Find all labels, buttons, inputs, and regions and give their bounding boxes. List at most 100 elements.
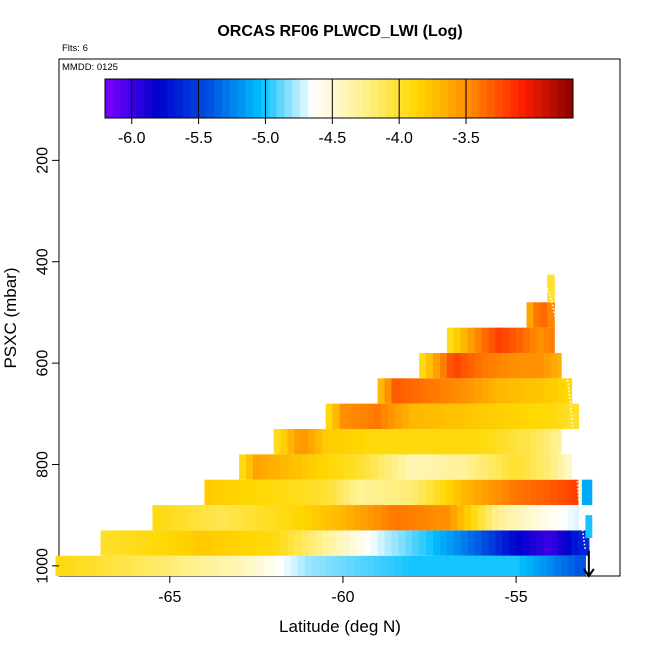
heatmap-cell <box>523 429 531 455</box>
heatmap-cell <box>187 505 195 531</box>
heatmap-cell <box>516 454 524 480</box>
heatmap-cell <box>142 530 150 556</box>
heatmap-cell <box>339 403 348 430</box>
heatmap-cell <box>214 555 223 576</box>
heatmap-cell <box>460 454 469 480</box>
heatmap-cell <box>239 479 247 506</box>
heatmap-cell <box>436 555 444 576</box>
heatmap-cell <box>342 454 351 480</box>
heatmap-cell <box>484 555 493 576</box>
colorbar-swatch <box>417 79 426 118</box>
heatmap-cell <box>488 378 496 404</box>
colorbar-swatch <box>385 79 395 118</box>
heatmap-cell <box>301 454 309 480</box>
heatmap-cell <box>426 352 434 379</box>
heatmap-cell <box>398 454 406 480</box>
heatmap-cell <box>439 479 448 506</box>
heatmap-cell <box>453 479 462 506</box>
heatmap-cell <box>436 403 444 430</box>
colorbar-swatch <box>331 79 340 118</box>
colorbar-swatch <box>300 79 309 118</box>
heatmap-cell <box>536 378 545 404</box>
heatmap-cell <box>443 505 451 531</box>
heatmap-cell <box>568 555 576 576</box>
heatmap-cell <box>315 454 323 480</box>
heatmap-cell <box>398 479 406 506</box>
heatmap-cell <box>207 555 216 576</box>
heatmap-cell <box>128 530 136 556</box>
date-note: MMDD: 0125 <box>62 62 118 73</box>
heatmap-cell <box>117 555 126 576</box>
heatmap-cell <box>543 352 552 379</box>
heatmap-cell <box>439 378 448 404</box>
heatmap-cell <box>519 505 528 531</box>
heatmap-cell <box>526 302 535 328</box>
heatmap-cell <box>529 327 538 353</box>
heatmap-cell <box>429 555 438 576</box>
heatmap-cell <box>405 479 413 506</box>
heatmap-cell <box>439 454 448 480</box>
heatmap-cell <box>478 505 486 531</box>
heatmap-cell <box>225 530 233 556</box>
heatmap-cell <box>550 530 559 556</box>
heatmap-cell <box>273 454 282 480</box>
heatmap-cell <box>152 505 161 531</box>
heatmap-cell <box>495 479 503 506</box>
heatmap-cell <box>349 530 358 556</box>
colorbar-swatch <box>237 79 246 118</box>
heatmap-cell <box>488 429 496 455</box>
heatmap-cell <box>363 429 372 455</box>
heatmap-cell <box>446 454 455 480</box>
heatmap-cell <box>453 530 462 556</box>
heatmap-cell <box>325 555 334 576</box>
heatmap-cell <box>110 555 119 576</box>
heatmap-cell <box>474 352 483 379</box>
heatmap-cell <box>349 479 358 506</box>
heatmap-cell <box>547 403 555 430</box>
colorbar-swatch <box>323 79 332 118</box>
heatmap-cell <box>460 429 469 455</box>
heatmap-cell <box>332 505 341 531</box>
heatmap-cell <box>287 530 296 556</box>
heatmap-cell <box>491 555 500 576</box>
heatmap-cell <box>526 505 535 531</box>
y-tick-label: 200 <box>35 147 52 174</box>
heatmap-cell <box>471 505 479 531</box>
heatmap-cell <box>162 530 171 556</box>
heatmap-cell <box>197 530 206 556</box>
heatmap-cell <box>436 505 444 531</box>
heatmap-cell <box>550 352 559 379</box>
heatmap-cell <box>391 429 399 455</box>
heatmap-cell <box>550 327 555 353</box>
heatmap-cell <box>356 454 365 480</box>
colorbar-swatch <box>229 79 239 118</box>
heatmap-cell <box>277 505 285 531</box>
heatmap-cell <box>554 403 562 430</box>
heatmap-cell <box>412 454 420 480</box>
heatmap-cell <box>516 378 524 404</box>
heatmap-cell <box>557 352 562 379</box>
heatmap-cell <box>474 454 483 480</box>
heatmap-cell <box>384 479 393 506</box>
heatmap-cell <box>419 454 427 480</box>
y-axis-label: PSXC (mbar) <box>1 267 20 368</box>
heatmap-cell <box>391 530 399 556</box>
heatmap-cell <box>446 352 455 379</box>
heatmap-cell <box>509 530 517 556</box>
heatmap-cell <box>543 454 552 480</box>
heatmap-cell <box>204 530 212 556</box>
heatmap-cell <box>273 429 282 455</box>
colorbar-swatch <box>339 79 348 118</box>
heatmap-cell <box>135 530 143 556</box>
heatmap-cell <box>443 555 451 576</box>
heatmap-cell <box>495 429 503 455</box>
heatmap-cell <box>561 555 569 576</box>
heatmap-cell <box>433 454 441 480</box>
heatmap-cell <box>585 530 590 556</box>
heatmap-cell <box>294 429 303 455</box>
y-tick-label: 400 <box>35 248 52 275</box>
colorbar-swatch <box>495 79 504 118</box>
heatmap-cell <box>498 403 507 430</box>
heatmap-cell <box>516 479 524 506</box>
heatmap-cell <box>180 505 188 531</box>
